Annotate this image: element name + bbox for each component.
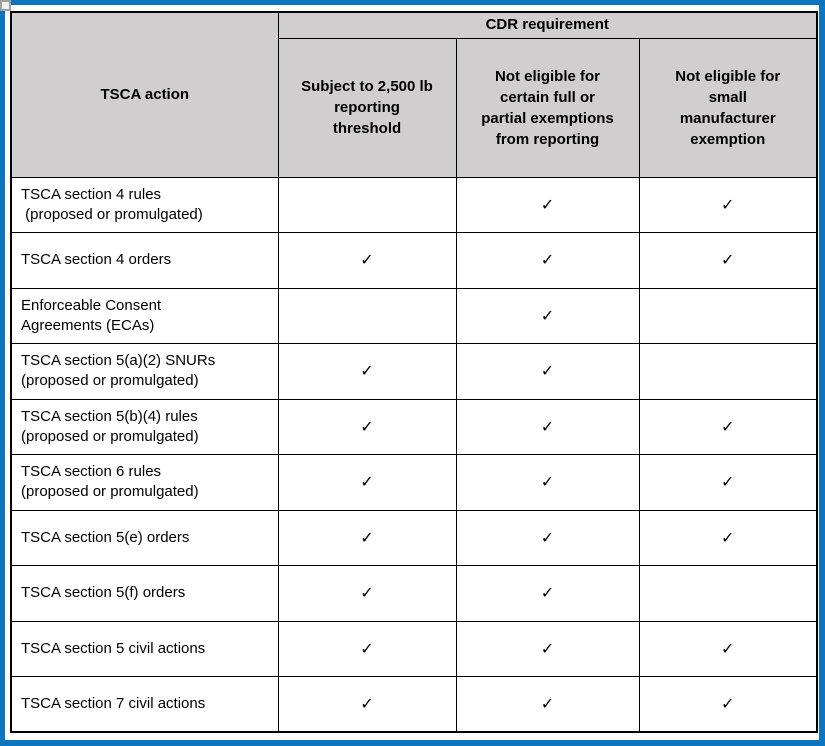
check-cell: ✓	[455, 287, 640, 344]
check-cell: ✓	[455, 398, 640, 455]
check-cell	[277, 287, 457, 344]
table-row: Enforceable Consent Agreements (ECAs) ✓	[10, 287, 818, 344]
table-row: TSCA section 4 rules (proposed or promul…	[10, 176, 818, 233]
table-row: TSCA section 4 orders ✓ ✓ ✓	[10, 232, 818, 289]
column-header-small-manufacturer-exemption: Not eligible for small manufacturer exem…	[638, 37, 818, 178]
table-row: TSCA section 6 rules (proposed or promul…	[10, 454, 818, 511]
group-header-row: TSCA action CDR requirement	[10, 11, 818, 178]
sub-header-row: Subject to 2,500 lb reporting threshold …	[11, 37, 818, 178]
column-header-tsca-action: TSCA action	[10, 11, 279, 178]
check-cell: ✓	[638, 454, 818, 511]
check-cell: ✓	[455, 509, 640, 566]
table-row: TSCA section 5(b)(4) rules (proposed or …	[10, 398, 818, 455]
table-row: TSCA section 5(f) orders ✓ ✓	[10, 565, 818, 622]
table-select-handle	[0, 0, 11, 11]
check-cell: ✓	[455, 454, 640, 511]
tsca-action-cell: TSCA section 5 civil actions	[10, 620, 279, 677]
table-row: TSCA section 7 civil actions ✓ ✓ ✓	[10, 676, 818, 733]
tsca-action-cell: TSCA section 4 orders	[10, 232, 279, 289]
tsca-action-cell: Enforceable Consent Agreements (ECAs)	[10, 287, 279, 344]
cdr-requirements-table: TSCA action CDR requirement Subject to 2…	[10, 11, 818, 733]
check-cell: ✓	[638, 176, 818, 233]
check-cell: ✓	[455, 565, 640, 622]
check-cell: ✓	[455, 232, 640, 289]
check-cell	[638, 287, 818, 344]
check-cell: ✓	[277, 565, 457, 622]
check-cell: ✓	[277, 454, 457, 511]
check-cell: ✓	[638, 676, 818, 733]
check-cell: ✓	[638, 398, 818, 455]
check-cell: ✓	[277, 398, 457, 455]
check-cell	[638, 565, 818, 622]
check-cell	[638, 343, 818, 400]
tsca-action-cell: TSCA section 5(a)(2) SNURs (proposed or …	[10, 343, 279, 400]
check-cell: ✓	[638, 509, 818, 566]
tsca-action-cell: TSCA section 5(f) orders	[10, 565, 279, 622]
column-header-reporting-threshold: Subject to 2,500 lb reporting threshold	[277, 37, 457, 178]
check-cell: ✓	[277, 343, 457, 400]
check-cell	[277, 176, 457, 233]
check-cell: ✓	[638, 232, 818, 289]
check-cell: ✓	[455, 676, 640, 733]
check-cell: ✓	[455, 176, 640, 233]
tsca-action-cell: TSCA section 5(e) orders	[10, 509, 279, 566]
check-cell: ✓	[277, 232, 457, 289]
check-cell: ✓	[277, 509, 457, 566]
tsca-action-cell: TSCA section 5(b)(4) rules (proposed or …	[10, 398, 279, 455]
table-row: TSCA section 5 civil actions ✓ ✓ ✓	[10, 620, 818, 677]
tsca-action-cell: TSCA section 7 civil actions	[10, 676, 279, 733]
check-cell: ✓	[638, 620, 818, 677]
check-cell: ✓	[277, 620, 457, 677]
table-row: TSCA section 5(a)(2) SNURs (proposed or …	[10, 343, 818, 400]
tsca-action-cell: TSCA section 4 rules (proposed or promul…	[10, 176, 279, 233]
column-header-exemptions-from-reporting: Not eligible for certain full or partial…	[455, 37, 640, 178]
check-cell: ✓	[455, 620, 640, 677]
column-header-cdr-requirement: CDR requirement	[277, 11, 818, 39]
tsca-action-cell: TSCA section 6 rules (proposed or promul…	[10, 454, 279, 511]
table-row: TSCA section 5(e) orders ✓ ✓ ✓	[10, 509, 818, 566]
check-cell: ✓	[277, 676, 457, 733]
check-cell: ✓	[455, 343, 640, 400]
